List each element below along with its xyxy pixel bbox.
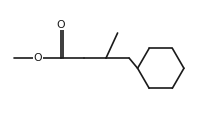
Text: O: O bbox=[33, 53, 42, 63]
Text: O: O bbox=[56, 20, 65, 30]
